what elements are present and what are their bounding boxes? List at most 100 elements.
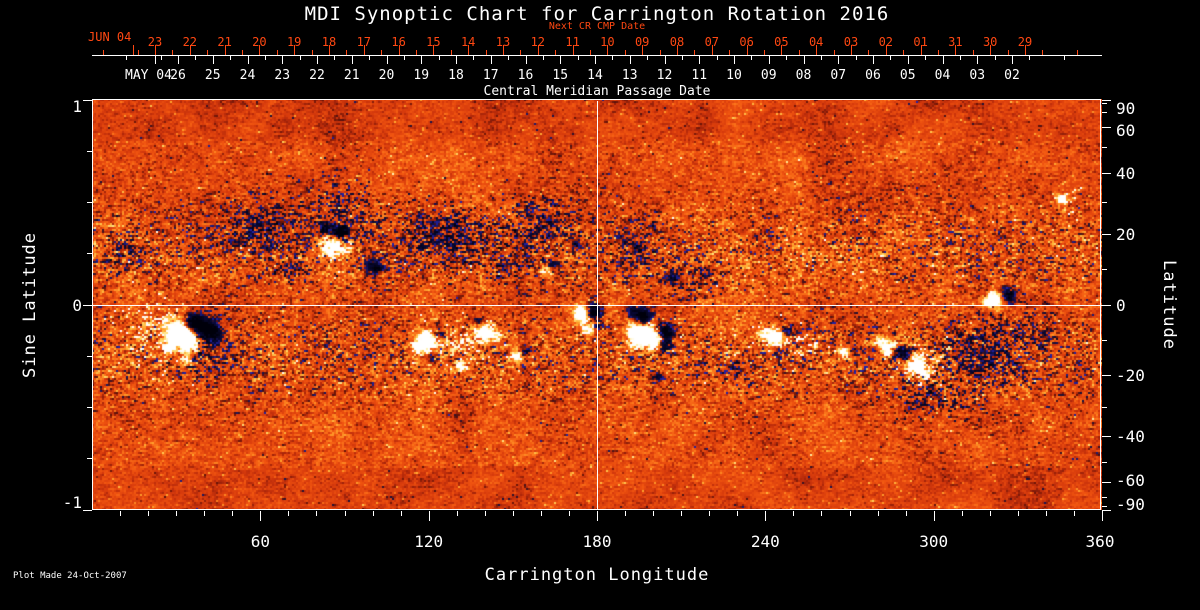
next-cr-day-label: 12 <box>530 35 546 49</box>
next-cr-day-label: 07 <box>704 35 720 49</box>
y-left-minor-tick <box>87 253 92 255</box>
cmp-tick <box>942 55 944 64</box>
cmp-minor-tick <box>1064 55 1066 60</box>
cmp-day-label: 14 <box>587 67 603 83</box>
y-right-major-tick <box>1102 374 1111 376</box>
y-right-minor-tick <box>1102 147 1107 149</box>
next-cr-tick <box>920 45 922 55</box>
next-cr-minor-tick <box>207 50 209 55</box>
next-cr-tick <box>677 45 678 55</box>
cmp-tick <box>282 55 284 64</box>
next-cr-minor-tick <box>485 50 487 55</box>
y-right-tick-label: -90 <box>1116 494 1145 514</box>
cmp-minor-tick <box>508 55 510 60</box>
cmp-tick <box>421 55 423 64</box>
next-cr-tick <box>329 45 330 55</box>
cmp-day-label: 26 <box>170 67 186 83</box>
x-axis-minor-tick <box>316 510 318 516</box>
y-right-major-tick <box>1102 509 1111 511</box>
next-cr-minor-tick <box>102 50 104 55</box>
next-cr-day-label: 01 <box>913 35 928 49</box>
cmp-day-label: 03 <box>969 67 986 83</box>
cmp-tick <box>629 55 631 64</box>
y-left-major-tick <box>83 99 92 101</box>
cmp-day-label: 25 <box>204 67 221 83</box>
x-axis-minor-tick <box>877 510 879 516</box>
cmp-tick <box>525 55 527 64</box>
next-cr-minor-tick <box>137 50 139 55</box>
y-left-minor-tick <box>87 202 92 203</box>
next-cr-minor-tick <box>624 50 626 55</box>
next-cr-minor-tick <box>450 50 452 55</box>
next-cr-tick <box>398 45 400 55</box>
next-cr-tick <box>607 45 609 55</box>
cmp-minor-tick <box>612 55 614 60</box>
cmp-tick <box>768 55 770 64</box>
y-right-major-tick <box>1102 436 1111 438</box>
y-right-minor-tick <box>1102 506 1107 508</box>
next-cr-minor-tick <box>903 50 905 55</box>
x-axis-minor-tick <box>625 510 627 516</box>
next-cr-tick <box>642 45 644 55</box>
y-right-minor-tick <box>1102 102 1107 104</box>
cmp-tick <box>977 55 979 64</box>
x-axis-major-tick <box>260 510 262 521</box>
cmp-day-label: 13 <box>621 67 638 83</box>
next-cr-minor-tick <box>381 50 383 55</box>
y-left-tick-label: 0 <box>72 295 82 315</box>
y-left-minor-tick <box>87 407 92 408</box>
cmp-tick <box>734 55 735 64</box>
x-axis-minor-tick <box>653 510 655 516</box>
next-cr-minor-tick <box>798 50 800 55</box>
next-cr-day-label: 10 <box>600 35 615 49</box>
cmp-tick <box>838 55 840 64</box>
x-axis-minor-tick <box>793 510 795 516</box>
next-cr-minor-tick <box>729 50 731 55</box>
next-cr-month-label: JUN 04 <box>88 30 132 44</box>
next-cr-day-label: 20 <box>252 35 267 49</box>
y-right-minor-tick <box>1102 268 1107 270</box>
next-cr-minor-tick <box>659 50 661 55</box>
next-cr-day-label: 21 <box>217 35 232 49</box>
next-cr-month-tick <box>133 45 134 55</box>
cmp-minor-tick <box>473 55 475 60</box>
x-axis-minor-tick <box>232 510 234 516</box>
y-right-tick-label: -20 <box>1116 365 1145 385</box>
y-right-minor-tick <box>1102 497 1107 499</box>
next-cr-day-label: 11 <box>565 35 580 49</box>
cmp-minor-tick <box>890 55 892 60</box>
next-cr-minor-tick <box>346 50 348 55</box>
x-axis-minor-tick <box>709 510 711 516</box>
next-cr-minor-tick <box>972 50 974 55</box>
cmp-minor-tick <box>994 55 996 60</box>
next-cr-day-label: 30 <box>982 35 998 49</box>
cmp-month-tick <box>155 55 156 64</box>
next-cr-minor-tick <box>1042 50 1044 55</box>
cmp-tick <box>317 55 318 64</box>
next-cr-day-label: 13 <box>495 35 511 49</box>
x-axis-minor-tick <box>1045 510 1047 516</box>
cmp-day-label: 17 <box>482 67 499 83</box>
cmp-minor-tick <box>751 55 753 60</box>
y-right-major-tick <box>1102 126 1111 128</box>
y-left-tick-label: 1 <box>72 97 82 116</box>
cmp-day-label: 06 <box>865 67 881 83</box>
x-axis-minor-tick <box>176 510 178 516</box>
next-cr-day-label: 06 <box>739 35 754 49</box>
y-left-minor-tick <box>87 355 92 357</box>
x-axis-minor-tick <box>204 510 206 516</box>
y-right-minor-tick <box>1102 407 1107 408</box>
cmp-tick <box>873 55 874 64</box>
next-cr-tick <box>189 45 191 55</box>
cmp-tick <box>456 55 457 64</box>
cmp-minor-tick <box>438 55 440 60</box>
cmp-tick <box>1012 55 1013 64</box>
next-cr-day-label: 14 <box>460 35 476 49</box>
x-axis-tick-label: 180 <box>582 532 612 551</box>
x-axis-minor-tick <box>512 510 514 516</box>
next-cr-day-label: 23 <box>147 35 163 49</box>
cmp-day-label: 08 <box>795 67 812 83</box>
next-cr-tick <box>259 45 261 55</box>
x-axis-tick-label: 240 <box>750 532 780 551</box>
next-cr-tick <box>224 45 226 55</box>
